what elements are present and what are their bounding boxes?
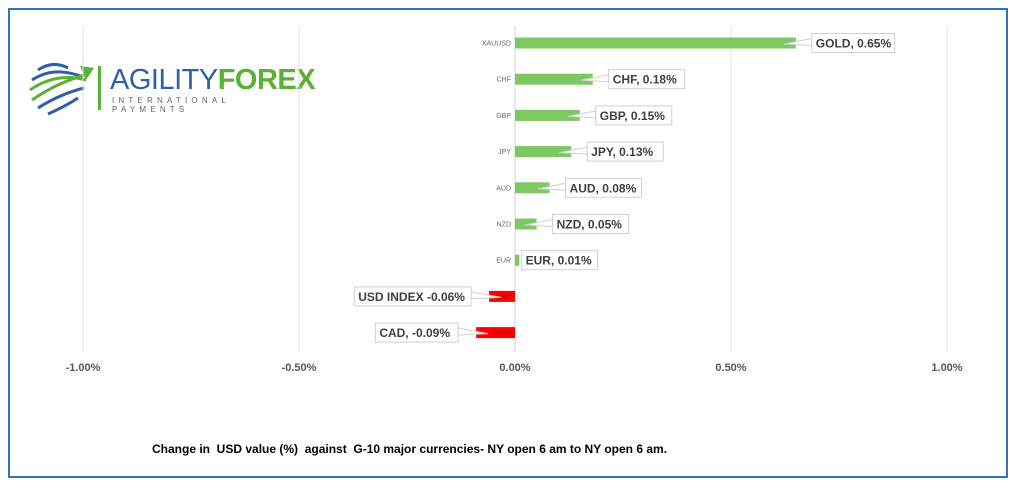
category-label: XAUUSD — [482, 41, 511, 48]
data-label: CAD, -0.09% — [379, 326, 450, 340]
bar — [515, 218, 537, 230]
bar — [489, 290, 515, 302]
bar — [515, 254, 520, 266]
data-label-box — [811, 33, 896, 53]
x-tick-label: -0.50% — [282, 362, 317, 374]
category-label: EUR — [496, 258, 511, 265]
bar — [515, 37, 796, 49]
category-label: JPY — [498, 149, 511, 156]
bar — [515, 182, 550, 194]
data-label-box — [595, 105, 673, 126]
category-label: GBP — [496, 113, 511, 120]
bar — [515, 146, 572, 158]
category-label: DXY — [497, 294, 512, 301]
chart-frame — [8, 8, 1008, 478]
category-label: CHF — [497, 77, 511, 84]
data-label: JPY, 0.13% — [591, 145, 653, 159]
data-label-box — [608, 69, 686, 90]
x-tick-label: 0.50% — [715, 362, 746, 374]
data-label-box — [521, 250, 599, 271]
category-label: AUD — [496, 185, 511, 192]
category-label: CAD — [496, 330, 511, 337]
data-label: GOLD, 0.65% — [816, 37, 892, 51]
category-label: NZD — [497, 222, 511, 229]
data-label-box — [374, 322, 459, 343]
data-label: USD INDEX -0.06% — [358, 290, 465, 304]
data-label-box — [552, 214, 630, 234]
logo-divider — [98, 66, 101, 110]
data-label-box — [586, 141, 664, 162]
data-label-box — [565, 177, 643, 198]
bar — [515, 73, 593, 85]
chart-caption: Change in USD value (%) against G-10 maj… — [152, 442, 668, 456]
data-label: GBP, 0.15% — [600, 109, 665, 123]
data-label: NZD, 0.05% — [557, 218, 623, 232]
x-tick-label: 1.00% — [931, 362, 962, 374]
data-label: EUR, 0.01% — [526, 254, 592, 268]
data-label: CHF, 0.18% — [613, 73, 677, 87]
bar — [515, 109, 580, 121]
data-label-box — [353, 286, 472, 307]
x-tick-label: 0.00% — [499, 362, 530, 374]
x-tick-label: -1.00% — [66, 362, 101, 374]
logo-tagline: INTERNATIONAL PAYMENTS — [112, 96, 230, 114]
bar — [476, 327, 515, 339]
logo-text-agility: AGILITY — [110, 64, 218, 96]
data-label: AUD, 0.08% — [570, 181, 637, 195]
